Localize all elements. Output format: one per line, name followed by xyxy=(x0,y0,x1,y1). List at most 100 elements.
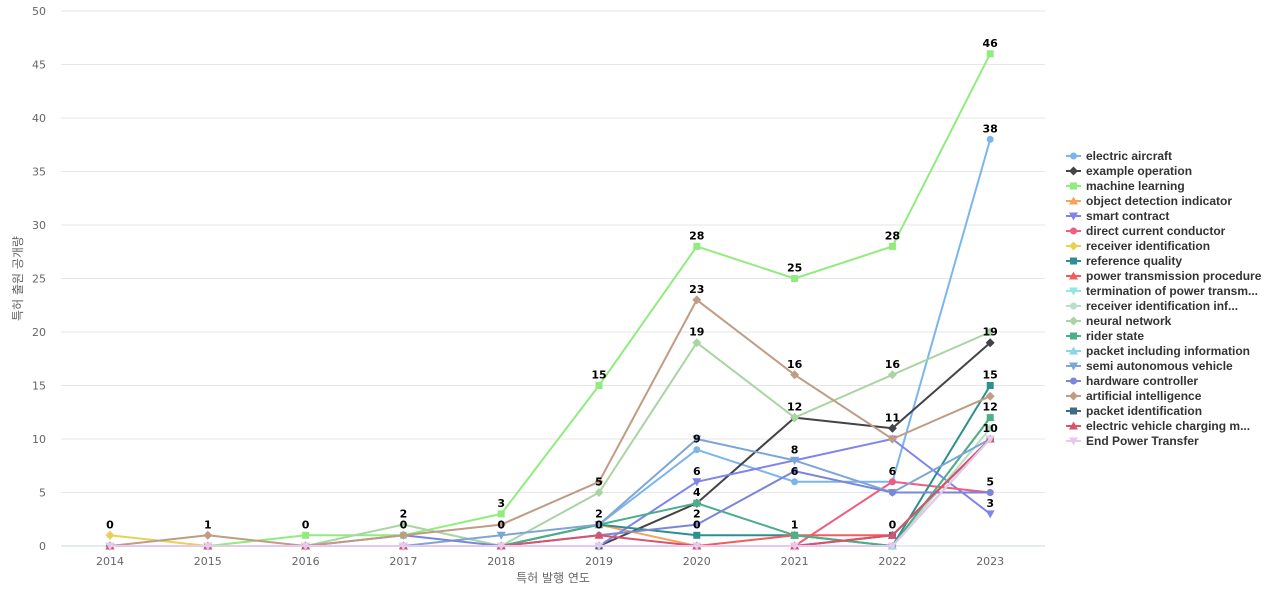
data-point[interactable] xyxy=(888,489,896,496)
legend-item[interactable]: receiver identification xyxy=(1066,239,1210,253)
data-point[interactable] xyxy=(595,382,603,389)
legend-item[interactable]: reference quality xyxy=(1066,254,1182,268)
data-point[interactable] xyxy=(791,275,799,282)
data-point[interactable] xyxy=(790,370,800,380)
legend-label: rider state xyxy=(1086,329,1144,343)
data-point[interactable] xyxy=(693,242,701,250)
legend-item[interactable]: electric vehicle charging m... xyxy=(1066,419,1250,433)
data-point[interactable] xyxy=(105,530,115,540)
data-point[interactable] xyxy=(398,530,408,540)
data-point[interactable] xyxy=(497,510,505,518)
data-point[interactable] xyxy=(496,531,506,540)
legend-label: electric vehicle charging m... xyxy=(1086,419,1250,433)
data-point[interactable] xyxy=(496,542,506,551)
legend-label: packet including information xyxy=(1086,344,1250,358)
series-line[interactable] xyxy=(109,298,991,547)
data-point[interactable] xyxy=(301,542,311,551)
data-point[interactable] xyxy=(986,382,994,389)
legend-item[interactable]: packet including information xyxy=(1066,344,1250,358)
legend-item[interactable]: smart contract xyxy=(1066,209,1169,223)
data-point[interactable] xyxy=(986,135,994,143)
data-point[interactable] xyxy=(887,370,897,380)
data-point[interactable] xyxy=(692,435,702,444)
data-point[interactable] xyxy=(887,530,897,539)
legend-item[interactable]: rider state xyxy=(1066,329,1144,343)
data-point[interactable] xyxy=(985,510,995,519)
data-point[interactable] xyxy=(692,338,702,348)
series-19[interactable] xyxy=(105,435,995,551)
legend-item[interactable]: neural network xyxy=(1066,314,1172,328)
x-tick-label: 2018 xyxy=(487,555,515,568)
data-point[interactable] xyxy=(986,414,994,422)
data-point[interactable] xyxy=(986,424,994,432)
series-7[interactable] xyxy=(106,382,994,550)
legend-item[interactable]: direct current conductor xyxy=(1066,224,1226,238)
data-point[interactable] xyxy=(693,531,701,539)
data-point[interactable] xyxy=(105,542,115,551)
data-point[interactable] xyxy=(986,489,994,496)
series-line[interactable] xyxy=(110,384,992,547)
series-2[interactable] xyxy=(106,50,994,550)
data-point[interactable] xyxy=(692,478,702,487)
data-point[interactable] xyxy=(887,542,897,551)
data-point[interactable] xyxy=(985,391,995,401)
data-point[interactable] xyxy=(791,467,799,475)
data-point[interactable] xyxy=(888,242,896,250)
legend-item[interactable]: example operation xyxy=(1066,164,1192,178)
series-line[interactable] xyxy=(110,341,991,547)
legend-item[interactable]: artificial intelligence xyxy=(1066,389,1202,403)
data-point[interactable] xyxy=(693,499,701,507)
data-label: 10 xyxy=(983,422,999,435)
data-point[interactable] xyxy=(791,478,799,486)
legend-item[interactable]: semi autonomous vehicle xyxy=(1066,359,1233,373)
data-point[interactable] xyxy=(692,295,702,305)
legend-item[interactable]: End Power Transfer xyxy=(1066,434,1199,448)
data-point[interactable] xyxy=(496,520,506,530)
legend-label: neural network xyxy=(1086,314,1172,328)
data-point[interactable] xyxy=(985,327,995,337)
data-point[interactable] xyxy=(594,530,604,539)
data-point[interactable] xyxy=(888,478,896,486)
y-tick-label: 0 xyxy=(39,540,46,553)
data-point[interactable] xyxy=(398,542,408,551)
legend-label: power transmission procedure xyxy=(1086,269,1262,283)
legend-item[interactable]: power transmission procedure xyxy=(1066,269,1262,283)
data-point[interactable] xyxy=(398,520,408,530)
series-0[interactable] xyxy=(106,135,994,550)
data-point[interactable] xyxy=(887,423,897,433)
legend-item[interactable]: object detection indicator xyxy=(1066,194,1232,208)
series-line[interactable] xyxy=(110,438,991,547)
data-point[interactable] xyxy=(692,542,702,551)
data-point[interactable] xyxy=(985,435,995,444)
data-point[interactable] xyxy=(203,542,213,551)
legend-item[interactable]: electric aircraft xyxy=(1066,149,1172,163)
data-point[interactable] xyxy=(594,521,604,530)
series-line[interactable] xyxy=(110,53,992,547)
y-tick-label: 15 xyxy=(32,380,46,393)
series-15[interactable] xyxy=(106,467,994,550)
data-point[interactable] xyxy=(887,434,897,444)
legend-item[interactable]: packet identification xyxy=(1066,404,1202,418)
data-point[interactable] xyxy=(791,531,799,539)
series-16[interactable] xyxy=(105,295,995,551)
data-point[interactable] xyxy=(693,446,701,454)
data-point[interactable] xyxy=(790,542,800,551)
data-label: 3 xyxy=(986,497,994,510)
data-point[interactable] xyxy=(302,531,310,539)
data-point[interactable] xyxy=(693,521,701,529)
series-line[interactable] xyxy=(110,480,991,547)
legend-item[interactable]: termination of power transm... xyxy=(1066,284,1258,298)
data-point[interactable] xyxy=(790,456,800,465)
data-label: 16 xyxy=(787,358,803,371)
data-point[interactable] xyxy=(790,413,800,423)
data-point[interactable] xyxy=(985,338,995,348)
data-point[interactable] xyxy=(594,488,604,497)
data-point[interactable] xyxy=(594,477,604,487)
data-point[interactable] xyxy=(594,542,604,551)
data-point[interactable] xyxy=(203,530,213,540)
legend-item[interactable]: machine learning xyxy=(1066,179,1185,193)
data-point[interactable] xyxy=(986,50,994,58)
legend-item[interactable]: hardware controller xyxy=(1066,374,1198,388)
legend-item[interactable]: receiver identification inf... xyxy=(1066,299,1238,313)
